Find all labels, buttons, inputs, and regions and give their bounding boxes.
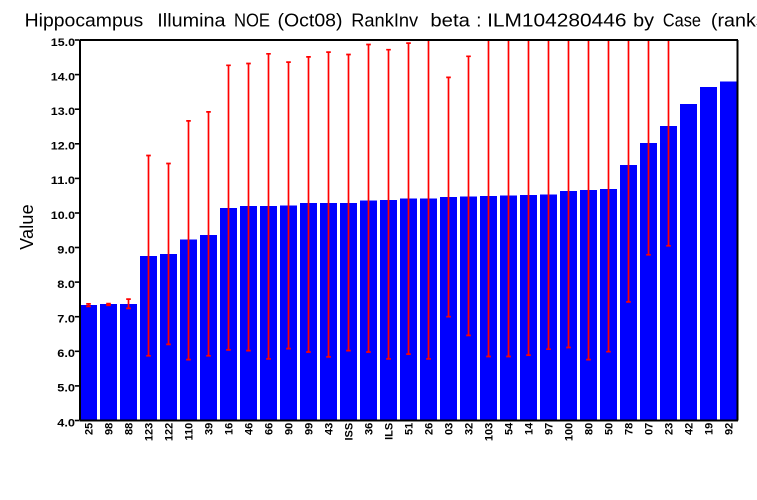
svg-text:50: 50 [604, 423, 616, 435]
svg-text:99: 99 [304, 423, 316, 435]
svg-text:66: 66 [264, 423, 276, 435]
svg-text:07: 07 [644, 423, 656, 435]
svg-text:Case: Case [663, 9, 701, 30]
svg-text:7.0: 7.0 [57, 314, 75, 326]
svg-text:92: 92 [724, 423, 736, 435]
svg-text:11.0: 11.0 [51, 175, 75, 187]
svg-text:ISS: ISS [344, 423, 356, 441]
svg-text:13.0: 13.0 [51, 106, 75, 118]
svg-text:12.0: 12.0 [51, 141, 75, 153]
svg-text:(ranks): (ranks) [711, 9, 757, 30]
svg-text:88: 88 [124, 423, 136, 435]
svg-text:ILS: ILS [384, 423, 396, 440]
svg-text:16: 16 [224, 423, 236, 435]
svg-text:36: 36 [364, 423, 376, 435]
svg-text:25: 25 [84, 423, 96, 435]
svg-text:98: 98 [104, 423, 116, 435]
svg-text:6.0: 6.0 [57, 348, 75, 360]
svg-text:42: 42 [684, 423, 696, 435]
svg-text:RankInv: RankInv [351, 9, 419, 30]
svg-text::: : [476, 9, 481, 30]
svg-text:123: 123 [144, 423, 156, 441]
svg-text:78: 78 [624, 423, 636, 435]
svg-text:97: 97 [544, 423, 556, 435]
svg-text:26: 26 [424, 423, 436, 435]
svg-text:23: 23 [664, 423, 676, 435]
svg-text:NOE: NOE [234, 9, 270, 30]
svg-text:4.0: 4.0 [57, 417, 75, 429]
svg-text:80: 80 [584, 423, 596, 435]
svg-text:15.0: 15.0 [51, 37, 75, 49]
svg-text:8.0: 8.0 [57, 279, 75, 291]
svg-text:32: 32 [464, 423, 476, 435]
svg-text:122: 122 [164, 423, 176, 441]
svg-text:46: 46 [244, 423, 256, 435]
svg-text:54: 54 [504, 422, 516, 435]
svg-text:14.0: 14.0 [51, 71, 75, 83]
svg-text:03: 03 [444, 423, 456, 435]
svg-text:110: 110 [184, 423, 196, 441]
svg-text:19: 19 [704, 423, 716, 435]
svg-text:39: 39 [204, 423, 216, 435]
svg-text:51: 51 [404, 423, 416, 435]
svg-text:beta: beta [430, 9, 470, 30]
svg-text:103: 103 [484, 423, 496, 441]
svg-text:5.0: 5.0 [57, 383, 75, 395]
svg-text:(Oct08): (Oct08) [278, 9, 343, 30]
svg-text:90: 90 [284, 423, 296, 435]
svg-text:100: 100 [564, 423, 576, 441]
svg-text:10.0: 10.0 [51, 210, 75, 222]
svg-text:Hippocampus: Hippocampus [25, 9, 144, 30]
svg-text:ILM104280446: ILM104280446 [487, 9, 626, 30]
svg-text:by: by [633, 9, 655, 30]
svg-text:Illumina: Illumina [157, 9, 226, 30]
svg-text:9.0: 9.0 [57, 244, 75, 256]
svg-text:14: 14 [524, 422, 536, 435]
svg-text:43: 43 [324, 423, 336, 435]
svg-text:Value: Value [17, 204, 37, 250]
